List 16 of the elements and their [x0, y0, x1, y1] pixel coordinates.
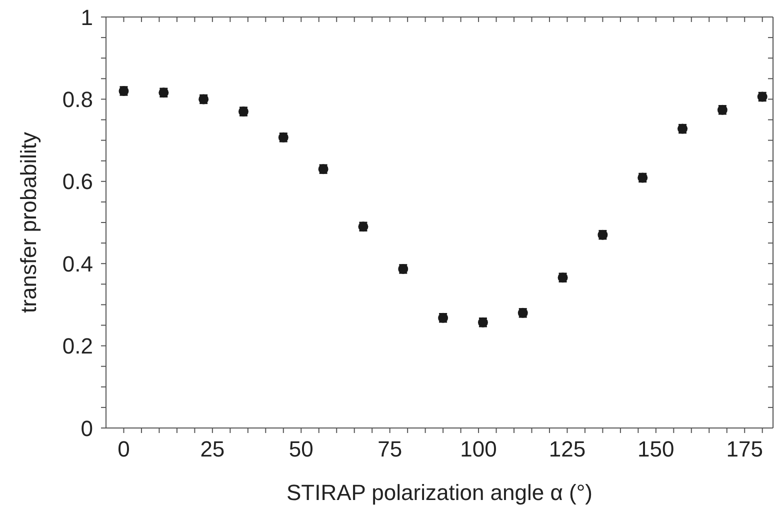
x-tick-label: 0	[118, 436, 130, 462]
x-tick-label: 75	[378, 436, 402, 462]
y-axis-title: transfer probability	[16, 132, 41, 313]
x-tick-label: 50	[288, 436, 314, 462]
x-axis-title: STIRAP polarization angle α (°)	[286, 480, 593, 505]
y-tick-label: 0.2	[62, 334, 93, 359]
x-tick-label: 100	[460, 436, 497, 462]
y-tick-label: 0.4	[62, 251, 93, 276]
x-tick-label: 125	[548, 436, 586, 462]
y-tick-label: 1	[80, 4, 93, 30]
x-tick-label: 150	[638, 436, 674, 462]
y-tick-label: 0.8	[62, 87, 93, 112]
x-tick-label: 25	[200, 436, 225, 462]
y-tick-label: 0	[80, 416, 93, 441]
x-tick-label: 175	[726, 436, 763, 462]
y-tick-label: 0.6	[62, 169, 93, 194]
